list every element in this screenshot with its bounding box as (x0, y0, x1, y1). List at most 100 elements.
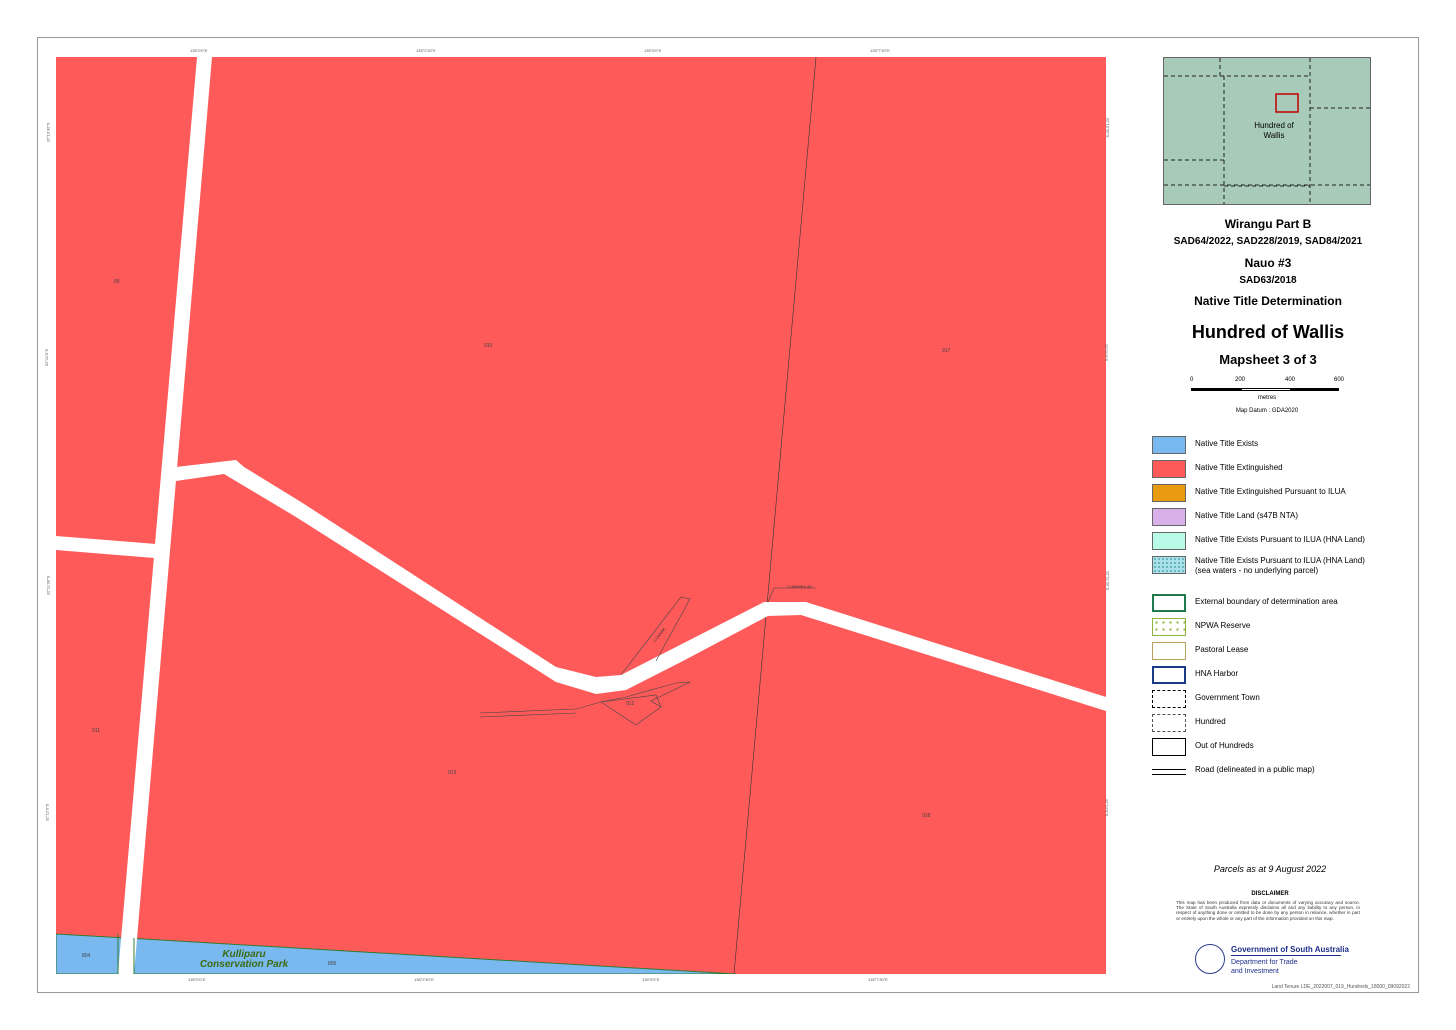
scale-segment (1241, 388, 1291, 391)
legend-label: Hundred (1195, 717, 1226, 726)
legend-item: External boundary of determination area (1152, 594, 1412, 614)
main-map[interactable]: 89 910 917 911 913 918 912 804 805 CUMMI… (56, 57, 1106, 974)
legend-item: Road (delineated in a public map) (1152, 762, 1412, 782)
tick-left: 32°11'30"S (45, 575, 51, 596)
tick-top: 135°0'0"E (190, 48, 208, 53)
tick-bottom: 135°7'30"E (868, 977, 888, 982)
tick-right: 32°12'0"S (1104, 798, 1110, 817)
title-line1: Wirangu Part B (1224, 217, 1312, 231)
tick-left: 32°11'0"S (44, 348, 50, 367)
legend-label: Native Title Extinguished Pursuant to IL… (1195, 487, 1346, 496)
scale-unit: metres (1257, 395, 1277, 401)
legend-item: Out of Hundreds (1152, 738, 1412, 758)
government-seal-icon (1195, 944, 1225, 974)
parcel-boundary (733, 57, 817, 974)
park-label: Kulliparu Conservation Park (199, 949, 289, 970)
tick-right: 32°11'0"S (1104, 343, 1110, 362)
parcels-date: Parcels as at 9 August 2022 (1213, 864, 1327, 874)
legend-swatch (1152, 594, 1186, 612)
legend-label: Native Title Extinguished (1195, 463, 1283, 472)
parcel-label: 918 (922, 813, 931, 819)
legend-item: NPWA Reserve (1152, 618, 1412, 638)
legend-swatch (1152, 714, 1186, 732)
legend-label: Pastoral Lease (1195, 645, 1249, 654)
legend-swatch (1152, 436, 1186, 454)
legend-item: Hundred (1152, 714, 1412, 734)
parcel-label: 911 (92, 728, 100, 734)
legend-label: Native Title Exists Pursuant to ILUA (HN… (1195, 556, 1365, 575)
road-reserve (620, 596, 691, 676)
road-reserve (767, 587, 816, 603)
divider (1231, 955, 1341, 956)
map-reference: Land Tenure LDE_2022007_019_Hundreds_180… (1271, 984, 1410, 990)
road-vertical (118, 57, 212, 974)
legend-swatch (1152, 484, 1186, 502)
legend-item: Native Title Extinguished Pursuant to IL… (1152, 484, 1412, 504)
locator-extent (1275, 93, 1299, 113)
legend-label: NPWA Reserve (1195, 621, 1251, 630)
map-canvas (56, 57, 1106, 974)
tick-bottom: 135°5'0"E (642, 977, 660, 982)
legend-label: Out of Hundreds (1195, 741, 1254, 750)
legend-label: HNA Harbor (1195, 669, 1239, 678)
tick-top: 135°2'30"E (416, 48, 436, 53)
legend-label: Native Title Exists Pursuant to ILUA (HN… (1195, 535, 1365, 544)
government-name: Government of South Australia (1231, 945, 1349, 954)
department-name: Department for Trade and Investment (1231, 959, 1298, 975)
tick-top: 135°5'0"E (644, 48, 662, 53)
title-line4: SAD63/2018 (1239, 275, 1297, 286)
legend-swatch (1152, 556, 1186, 574)
road-reserve (479, 712, 577, 718)
disclaimer-title: DISCLAIMER (1251, 891, 1289, 897)
road-label: CUMMINS AV (787, 584, 813, 589)
tick-bottom: 135°0'0"E (188, 977, 206, 982)
map-datum: Map Datum : GDA2020 (1235, 408, 1299, 414)
park-parcel-label: 804 (82, 953, 91, 959)
locator-label: Hundred of Wallis (1254, 121, 1294, 140)
legend-item: Native Title Exists Pursuant to ILUA (HN… (1152, 556, 1412, 576)
legend-item: Government Town (1152, 690, 1412, 710)
scale-tick: 200 (1235, 377, 1246, 383)
title-line5: Native Title Determination (1194, 294, 1342, 308)
legend-swatch (1152, 769, 1186, 775)
disclaimer-text: This map has been produced from data or … (1176, 900, 1360, 921)
park-parcel-label: 805 (328, 961, 337, 967)
scale-segment (1291, 388, 1339, 391)
legend-swatch (1152, 642, 1186, 660)
legend-label: Native Title Land (s47B NTA) (1195, 511, 1299, 520)
tick-left: 32°12'0"S (44, 803, 50, 822)
legend-item: Pastoral Lease (1152, 642, 1412, 662)
legend-swatch (1152, 460, 1186, 478)
scale-tick: 600 (1334, 377, 1345, 383)
road-main (176, 460, 1106, 711)
tick-right: 32°10'30"S (1105, 117, 1111, 138)
mapsheet-label: Mapsheet 3 of 3 (1219, 352, 1317, 367)
scale-segment (1191, 388, 1241, 391)
legend-item: Native Title Exists Pursuant to ILUA (HN… (1152, 532, 1412, 552)
map-frame (37, 37, 1419, 993)
legend-label: Road (delineated in a public map) (1195, 765, 1315, 774)
scale-tick: 400 (1285, 377, 1296, 383)
legend-label: Government Town (1195, 693, 1260, 702)
locator-map: Hundred of Wallis (1163, 57, 1371, 205)
parcel-label: 912 (626, 701, 635, 707)
tick-bottom: 135°2'30"E (414, 977, 434, 982)
title-line2: SAD64/2022, SAD228/2019, SAD84/2021 (1173, 236, 1363, 247)
legend-swatch (1152, 508, 1186, 526)
parcel-912 (600, 694, 662, 726)
legend-swatch (1152, 618, 1186, 636)
parcel-label: 917 (942, 348, 951, 354)
parcel-label: 910 (484, 343, 493, 349)
road-west (56, 536, 156, 558)
tick-top: 135°7'30"E (870, 48, 890, 53)
scale-tick: 0 (1190, 377, 1194, 383)
scale-bar: 0 200 400 600 metres (1187, 377, 1347, 417)
legend-item: Native Title Land (s47B NTA) (1152, 508, 1412, 528)
conservation-park-area (56, 933, 737, 974)
tick-left: 32°10'30"S (45, 122, 51, 143)
legend-item: Native Title Exists (1152, 436, 1412, 456)
legend-item: Native Title Extinguished (1152, 460, 1412, 480)
map-title: Hundred of Wallis (1191, 322, 1345, 342)
parcel-label: 913 (448, 770, 457, 776)
legend-swatch (1152, 738, 1186, 756)
